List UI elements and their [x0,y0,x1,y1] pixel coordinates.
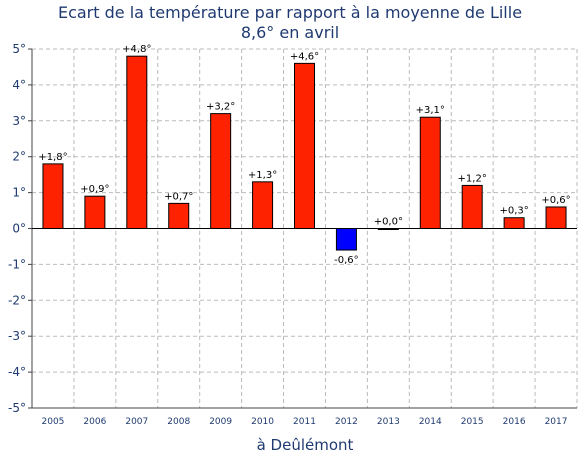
data-label: +1,3° [248,170,277,181]
bar [545,206,567,230]
x-tick-label: 2012 [335,417,358,427]
x-tick-label: 2006 [83,417,106,427]
y-tick-label: 3° [12,114,26,128]
data-label: +0,9° [80,184,109,195]
data-label: +0,7° [164,191,193,202]
grid-lines [32,48,578,409]
data-label: +0,0° [374,217,403,228]
y-tick-label: -1° [8,257,26,271]
bar [126,55,148,230]
data-labels: +1,8° +0,9° +4,8° +0,7° +3,2° +1,3° +4,6° -0,6°… [38,44,570,266]
x-tick-label: 2007 [125,417,148,427]
bar [419,116,441,229]
y-tick-label: 4° [12,78,26,92]
bar [84,195,106,230]
data-label: +0,3° [499,206,528,217]
bar [168,202,190,229]
x-tick-label: 2008 [167,417,190,427]
bar [252,181,274,229]
chart-title: Ecart de la température par rapport à la… [58,3,522,22]
y-tick-label: -4° [8,365,26,379]
bar [377,228,399,230]
x-tick-label: 2014 [419,417,442,427]
data-label: +0,6° [541,195,570,206]
bars [42,55,567,251]
data-label: +4,8° [122,44,151,55]
bar [210,113,232,229]
y-tick-label: 0° [12,222,26,236]
x-tick-label: 2017 [545,417,568,427]
data-label: +3,1° [416,105,445,116]
data-label: +4,6° [290,51,319,62]
x-tick-label: 2011 [293,417,316,427]
bar [294,62,315,229]
data-label: -0,6° [334,255,359,266]
x-tick-label: 2015 [461,417,484,427]
bar [335,228,357,251]
y-tick-label: 5° [12,42,26,56]
data-label: +1,2° [458,173,487,184]
y-tick-label: -5° [8,401,26,415]
x-tick-label: 2009 [209,417,232,427]
y-tick-label: 1° [12,186,26,200]
bar [461,184,483,229]
data-label: +1,8° [38,152,67,163]
y-tick-label: 2° [12,150,26,164]
chart-subtitle: 8,6° en avril [241,23,339,42]
x-tick-label: 2010 [251,417,274,427]
x-axis-label: à Deûlémont [257,436,354,454]
data-label: +3,2° [206,102,235,113]
x-tick-label: 2016 [503,417,526,427]
x-tick-label: 2005 [42,417,65,427]
x-tick-label: 2013 [377,417,400,427]
bar [42,163,64,230]
bar [503,217,525,229]
y-tick-label: -2° [8,293,26,307]
y-tick-label: -3° [8,329,26,343]
tick-labels: 5° 4° 3° 2° 1° 0° -1° -2° -3° -4° -5° 2005 2006 2007 2… [8,42,567,427]
